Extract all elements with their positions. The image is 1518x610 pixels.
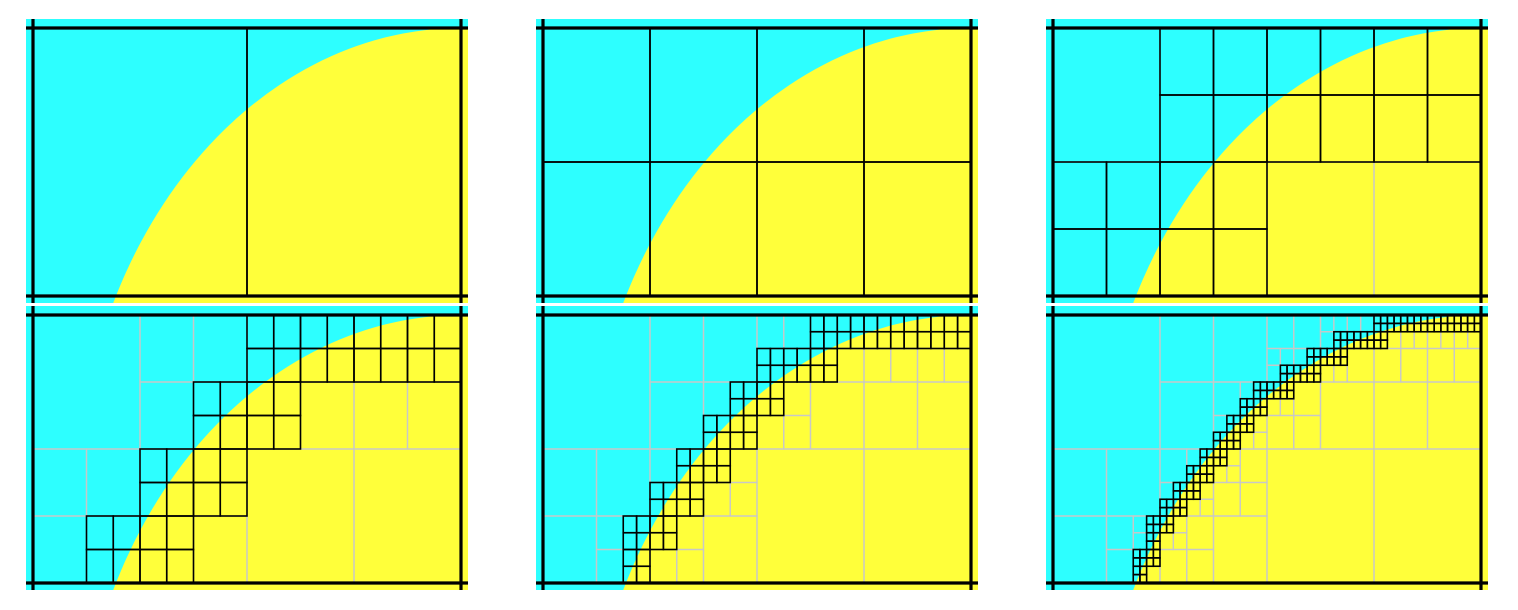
panel-body [1046,306,1488,590]
domain-frame [536,19,978,303]
inside-region [1133,315,1488,590]
panel-level-1 [536,19,978,303]
inside-region [623,315,978,590]
panel-body [26,19,468,303]
panel-body [1046,19,1488,303]
inside-region [1133,28,1488,303]
panel-level-3 [26,306,468,590]
panel-body [536,19,978,303]
domain-frame [536,306,978,590]
inside-region [113,28,468,303]
domain-frame [26,19,468,303]
domain-frame [26,306,468,590]
panel-level-5 [1046,306,1488,590]
panel-level-2 [1046,19,1488,303]
panel-level-4 [536,306,978,590]
panel-body [26,306,468,590]
inside-region [623,28,978,303]
panel-level-0 [26,19,468,303]
domain-frame [1046,19,1488,303]
domain-frame [1046,306,1488,590]
inside-region [113,315,468,590]
